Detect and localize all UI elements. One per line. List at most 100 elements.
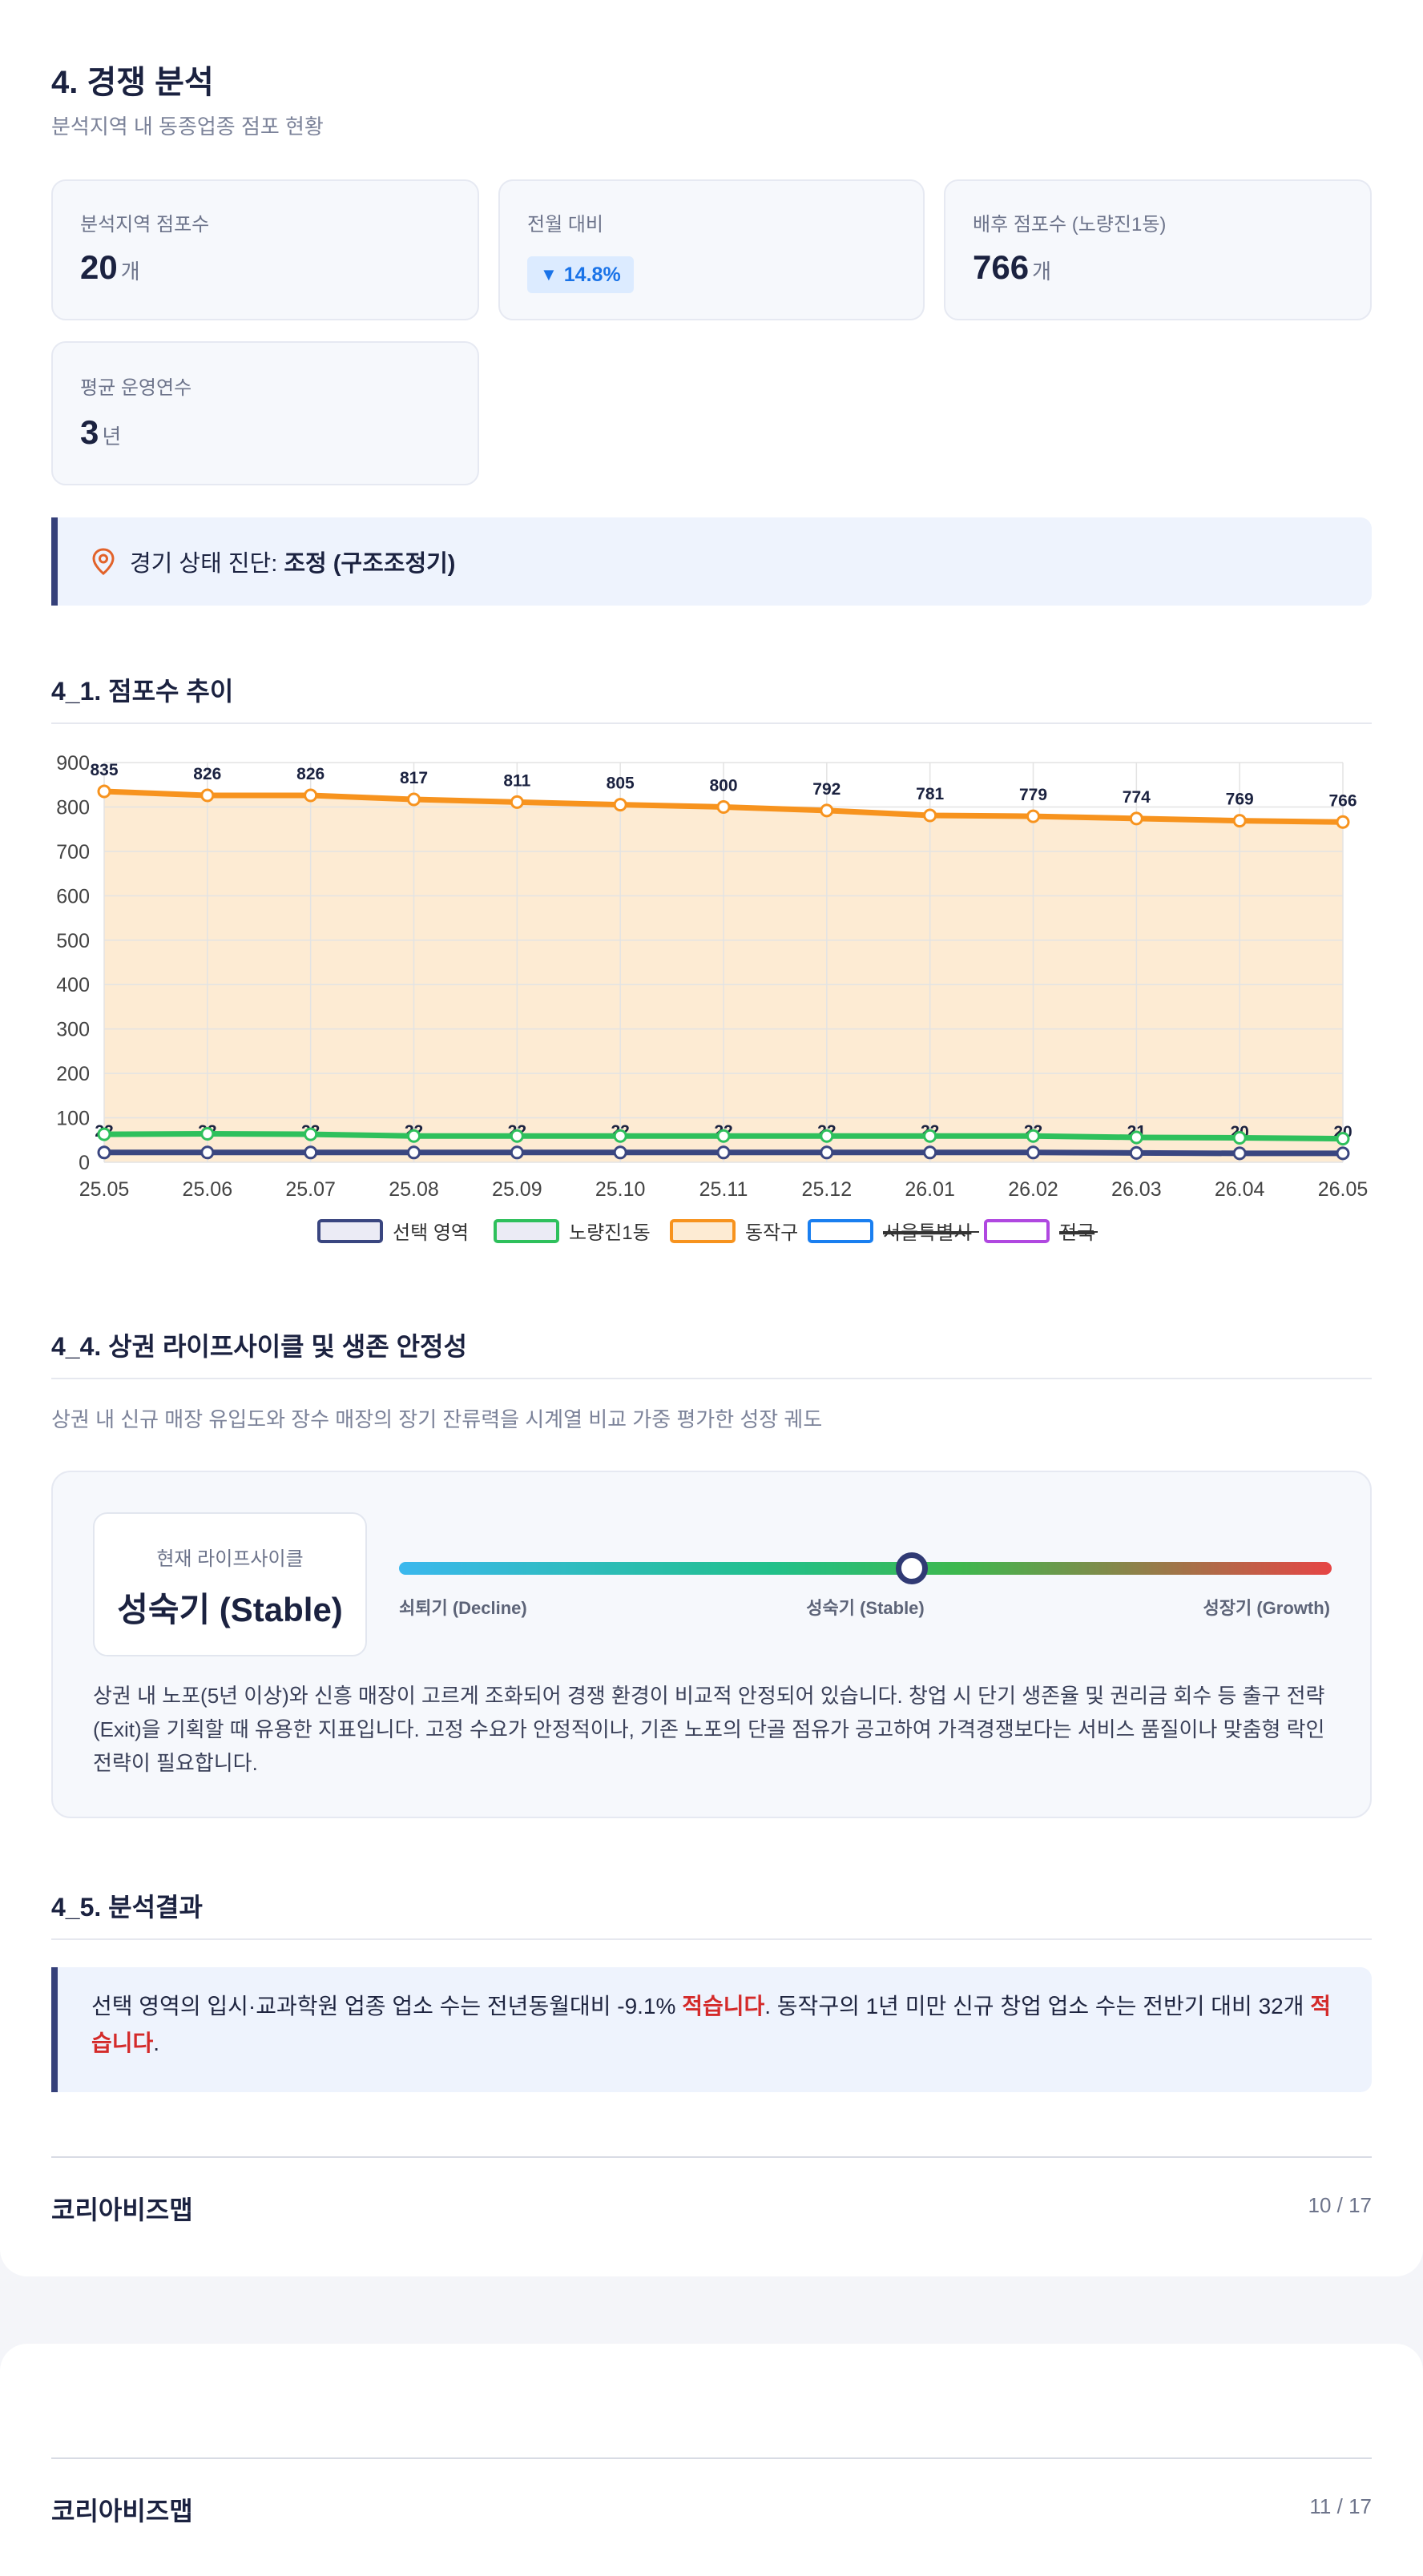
result-text: . [153, 2031, 160, 2055]
gauge-tick-stable: 성숙기 (Stable) [806, 1598, 925, 1618]
footer-brand: 코리아비즈맵 [51, 2196, 193, 2224]
data-label: 774 [1123, 788, 1151, 807]
data-point [97, 1145, 111, 1160]
data-point [97, 784, 111, 799]
legend-label: 서울특별시 [883, 1222, 971, 1244]
data-point [613, 1129, 627, 1143]
legend-item-동작구: 동작구 [670, 1219, 798, 1244]
data-label: 826 [193, 765, 221, 783]
data-point [820, 803, 834, 818]
current-lifecycle-label: 현재 라이프사이클 [156, 1548, 304, 1570]
legend-label: 전국 [1059, 1222, 1094, 1244]
data-point [407, 792, 421, 807]
gauge-tick-growth: 성장기 (Growth) [1203, 1598, 1330, 1618]
diagnosis-text: 경기 상태 진단: 조정 (구조조정기) [130, 551, 456, 577]
legend-label: 선택 영역 [393, 1222, 469, 1244]
result-emphasis: 적습니다 [91, 1994, 1332, 2055]
x-tick-label: 25.06 [183, 1178, 233, 1201]
divider [51, 1378, 1372, 1379]
x-tick-label: 25.11 [699, 1178, 748, 1201]
y-tick-label: 500 [56, 930, 90, 952]
data-point [923, 808, 937, 823]
stat-label: 배후 점포수 (노량진1동) [973, 214, 1167, 235]
triangle-down-icon: ▼ [540, 264, 558, 284]
legend-label: 노량진1동 [569, 1222, 651, 1244]
data-label: 779 [1019, 786, 1047, 804]
current-lifecycle-value: 성숙기 (Stable) [117, 1591, 343, 1628]
report-page-10: 4. 경쟁 분석 분석지역 내 동종업종 점포 현황 분석지역 점포수 20 개 … [0, 0, 1423, 2276]
legend-item-전국: 전국 [984, 1219, 1098, 1244]
data-point [304, 1145, 318, 1160]
y-tick-label: 700 [56, 841, 90, 863]
x-tick-label: 26.03 [1111, 1178, 1162, 1201]
lifecycle-subtitle: 상권 내 신규 매장 유입도와 장수 매장의 장기 잔류력을 시계열 비교 가중… [51, 1407, 823, 1431]
data-point [1232, 1131, 1247, 1145]
data-point [716, 1145, 731, 1160]
stat-card-hinterland: 배후 점포수 (노량진1동) 766 개 [944, 179, 1372, 320]
stat-card-mom: 전월 대비 ▼ 14.8% [498, 179, 925, 320]
stat-value: 766 개 [973, 248, 1051, 286]
y-tick-label: 100 [56, 1108, 90, 1130]
data-label: 805 [607, 775, 635, 793]
legend-swatch [494, 1219, 559, 1243]
data-point [407, 1145, 421, 1160]
stat-label: 평균 운영연수 [80, 377, 192, 399]
x-tick-label: 25.05 [79, 1178, 130, 1201]
result-title: 4_5. 분석결과 [51, 1893, 203, 1922]
y-tick-label: 600 [56, 885, 90, 908]
data-point [820, 1129, 834, 1143]
y-tick-label: 0 [79, 1152, 90, 1174]
data-point [304, 788, 318, 803]
data-point [820, 1145, 834, 1160]
data-point [1129, 1130, 1143, 1145]
data-point [304, 1127, 318, 1141]
footer-brand: 코리아비즈맵 [51, 2497, 193, 2526]
data-point [1129, 811, 1143, 826]
data-point [1336, 1146, 1350, 1161]
data-point [716, 799, 731, 814]
x-tick-label: 26.04 [1215, 1178, 1265, 1201]
data-point [1026, 1145, 1040, 1160]
diagnosis-box: 경기 상태 진단: 조정 (구조조정기) [51, 517, 1372, 606]
data-point [510, 1129, 524, 1143]
stat-label: 분석지역 점포수 [80, 214, 210, 235]
data-point [716, 1129, 731, 1143]
x-tick-label: 25.10 [595, 1178, 646, 1201]
data-point [1336, 1132, 1350, 1146]
data-point [510, 1145, 524, 1160]
store-count-line-chart: 0 100 200 300 400 500 600 700 800 900 25.05 25.06 25… [56, 752, 1368, 1244]
series-노량진1동 [97, 1127, 1350, 1146]
footer-page-number: 10 / 17 [1308, 2193, 1372, 2217]
data-point [613, 1145, 627, 1160]
footer-page-number: 11 / 17 [1309, 2494, 1372, 2518]
x-tick-label: 26.01 [905, 1178, 955, 1201]
y-tick-label: 900 [56, 752, 90, 775]
footer-divider [51, 2457, 1372, 2459]
legend-swatch [670, 1219, 736, 1243]
series-동작구: 835 826 826 817 811 805 800 792 781 779 774 769 766 [90, 761, 1357, 829]
data-label: 769 [1226, 791, 1254, 809]
legend-item-선택 영역: 선택 영역 [317, 1219, 469, 1244]
result-text: . 동작구의 1년 미만 신규 창업 업소 수는 전반기 대비 32개 [764, 1994, 1311, 2019]
legend-label: 동작구 [745, 1222, 798, 1244]
x-tick-label: 25.07 [285, 1178, 336, 1201]
legend-swatch [984, 1219, 1050, 1243]
data-point [1336, 815, 1350, 829]
stat-label: 전월 대비 [527, 214, 603, 235]
lifecycle-gauge-bar [399, 1552, 1332, 1584]
y-tick-label: 400 [56, 974, 90, 996]
legend-item-노량진1동: 노량진1동 [494, 1219, 651, 1244]
data-point [923, 1129, 937, 1143]
data-point [200, 788, 215, 803]
footer-divider [51, 2156, 1372, 2158]
data-point [1129, 1145, 1143, 1160]
x-tick-label: 25.09 [492, 1178, 542, 1201]
current-lifecycle-box: 현재 라이프사이클 성숙기 (Stable) [93, 1512, 367, 1656]
report-page-11: 코리아비즈맵 11 / 17 [0, 2344, 1423, 2576]
y-tick-label: 800 [56, 796, 90, 819]
map-pin-icon [92, 548, 115, 575]
data-label: 792 [812, 780, 840, 799]
data-point [1026, 1129, 1040, 1143]
data-point [200, 1145, 215, 1160]
